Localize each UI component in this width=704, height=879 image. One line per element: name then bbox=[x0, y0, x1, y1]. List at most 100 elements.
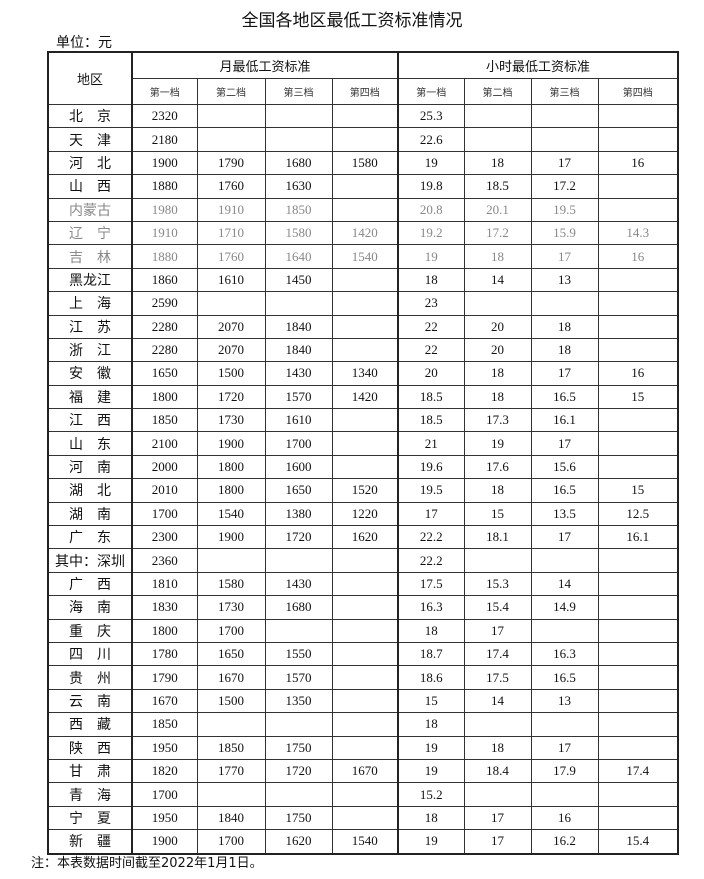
monthly-tier-header: 第二档 bbox=[196, 78, 266, 105]
monthly-value-cell: 1700 bbox=[196, 618, 266, 643]
monthly-value-cell bbox=[331, 735, 399, 760]
monthly-value-cell: 1550 bbox=[264, 641, 333, 667]
table-row: 河 南 2000 1800 1600 19.6 17.6 15.6 bbox=[47, 454, 679, 480]
hourly-value-cell: 18.6 bbox=[397, 665, 465, 690]
hourly-header: 小时最低工资标准 bbox=[397, 51, 679, 79]
monthly-value-cell: 1900 bbox=[196, 525, 266, 550]
monthly-value-cell: 1950 bbox=[131, 805, 198, 831]
monthly-value-cell: 1730 bbox=[196, 595, 266, 620]
hourly-tier-header: 第三档 bbox=[530, 78, 599, 105]
region-cell: 广 西 bbox=[47, 571, 133, 597]
table-row: 宁 夏 1950 1840 1750 18 17 16 bbox=[47, 805, 679, 831]
monthly-value-cell bbox=[331, 267, 399, 293]
region-cell: 吉 林 bbox=[47, 244, 133, 269]
monthly-value-cell: 1910 bbox=[196, 197, 266, 222]
table-row: 上 海 2590 23 bbox=[47, 291, 679, 316]
region-cell: 广 东 bbox=[47, 525, 133, 550]
hourly-value-cell: 23 bbox=[397, 291, 465, 316]
monthly-value-cell bbox=[196, 127, 266, 152]
region-cell: 安 徽 bbox=[47, 361, 133, 386]
hourly-value-cell: 17.4 bbox=[463, 641, 532, 667]
monthly-value-cell: 1680 bbox=[264, 150, 333, 176]
monthly-value-cell: 1670 bbox=[331, 758, 399, 784]
hourly-value-cell bbox=[597, 267, 679, 293]
monthly-value-cell: 1430 bbox=[264, 571, 333, 597]
hourly-value-cell bbox=[463, 103, 532, 129]
hourly-value-cell: 22.6 bbox=[397, 127, 465, 152]
hourly-value-cell bbox=[597, 291, 679, 316]
hourly-value-cell: 17 bbox=[530, 525, 599, 550]
monthly-value-cell: 1610 bbox=[196, 267, 266, 293]
hourly-value-cell bbox=[597, 197, 679, 222]
hourly-value-cell bbox=[597, 688, 679, 714]
region-cell: 湖 北 bbox=[47, 478, 133, 503]
monthly-value-cell: 1500 bbox=[196, 688, 266, 714]
monthly-value-cell bbox=[331, 571, 399, 597]
region-cell: 青 海 bbox=[47, 782, 133, 807]
hourly-tier-header: 第二档 bbox=[463, 78, 532, 105]
hourly-value-cell: 16 bbox=[597, 244, 679, 269]
monthly-tier-header: 第四档 bbox=[331, 78, 399, 105]
monthly-value-cell: 1840 bbox=[196, 805, 266, 831]
hourly-value-cell: 17.6 bbox=[463, 454, 532, 480]
hourly-value-cell: 22 bbox=[397, 337, 465, 363]
monthly-value-cell bbox=[264, 548, 333, 573]
hourly-value-cell: 14 bbox=[463, 267, 532, 293]
hourly-value-cell bbox=[463, 712, 532, 737]
table-row: 北 京 2320 25.3 bbox=[47, 103, 679, 129]
monthly-value-cell: 1720 bbox=[196, 384, 266, 410]
monthly-value-cell bbox=[331, 431, 399, 456]
hourly-value-cell: 17.9 bbox=[530, 758, 599, 784]
table-row: 甘 肃 1820 1770 1720 1670 19 18.4 17.9 17.4 bbox=[47, 758, 679, 784]
hourly-value-cell: 16.5 bbox=[530, 478, 599, 503]
region-cell: 甘 肃 bbox=[47, 758, 133, 784]
region-cell: 陕 西 bbox=[47, 735, 133, 760]
hourly-value-cell: 19.5 bbox=[397, 478, 465, 503]
hourly-value-cell: 18 bbox=[530, 314, 599, 339]
monthly-value-cell: 1640 bbox=[264, 244, 333, 269]
monthly-value-cell: 2280 bbox=[131, 314, 198, 339]
table-body: 北 京 2320 25.3 天 津 2180 22.6 河 北 1900 1790 1680 158… bbox=[47, 103, 679, 854]
monthly-value-cell: 1700 bbox=[196, 829, 266, 854]
monthly-value-cell bbox=[331, 688, 399, 714]
monthly-value-cell: 2300 bbox=[131, 525, 198, 550]
hourly-value-cell: 15.9 bbox=[530, 220, 599, 246]
hourly-value-cell bbox=[597, 641, 679, 667]
monthly-value-cell: 1840 bbox=[264, 314, 333, 339]
hourly-value-cell: 15 bbox=[397, 688, 465, 714]
monthly-value-cell: 1580 bbox=[264, 220, 333, 246]
monthly-value-cell: 2010 bbox=[131, 478, 198, 503]
monthly-value-cell: 1570 bbox=[264, 665, 333, 690]
region-cell: 江 西 bbox=[47, 408, 133, 433]
monthly-value-cell: 1350 bbox=[264, 688, 333, 714]
hourly-value-cell: 17 bbox=[463, 829, 532, 854]
monthly-value-cell bbox=[264, 618, 333, 643]
monthly-value-cell bbox=[264, 712, 333, 737]
monthly-value-cell: 1540 bbox=[196, 501, 266, 527]
monthly-value-cell bbox=[264, 782, 333, 807]
region-cell: 黑龙江 bbox=[47, 267, 133, 293]
hourly-value-cell: 18 bbox=[463, 361, 532, 386]
hourly-value-cell bbox=[597, 431, 679, 456]
region-cell: 新 疆 bbox=[47, 829, 133, 854]
monthly-value-cell: 1840 bbox=[264, 337, 333, 363]
monthly-value-cell: 1910 bbox=[131, 220, 198, 246]
region-cell: 福 建 bbox=[47, 384, 133, 410]
monthly-value-cell: 1340 bbox=[331, 361, 399, 386]
hourly-value-cell: 16.3 bbox=[530, 641, 599, 667]
hourly-value-cell: 15 bbox=[463, 501, 532, 527]
hourly-value-cell: 16 bbox=[530, 805, 599, 831]
hourly-value-cell: 19 bbox=[397, 758, 465, 784]
monthly-value-cell bbox=[264, 291, 333, 316]
hourly-value-cell: 20 bbox=[463, 337, 532, 363]
unit-label: 单位：元 bbox=[56, 35, 112, 51]
hourly-value-cell: 22.2 bbox=[397, 525, 465, 550]
monthly-value-cell: 2320 bbox=[131, 103, 198, 129]
monthly-value-cell: 1810 bbox=[131, 571, 198, 597]
region-cell: 浙 江 bbox=[47, 337, 133, 363]
hourly-value-cell: 14 bbox=[530, 571, 599, 597]
hourly-value-cell: 18 bbox=[397, 712, 465, 737]
monthly-value-cell: 1540 bbox=[331, 244, 399, 269]
hourly-value-cell: 20.8 bbox=[397, 197, 465, 222]
hourly-value-cell: 18.7 bbox=[397, 641, 465, 667]
